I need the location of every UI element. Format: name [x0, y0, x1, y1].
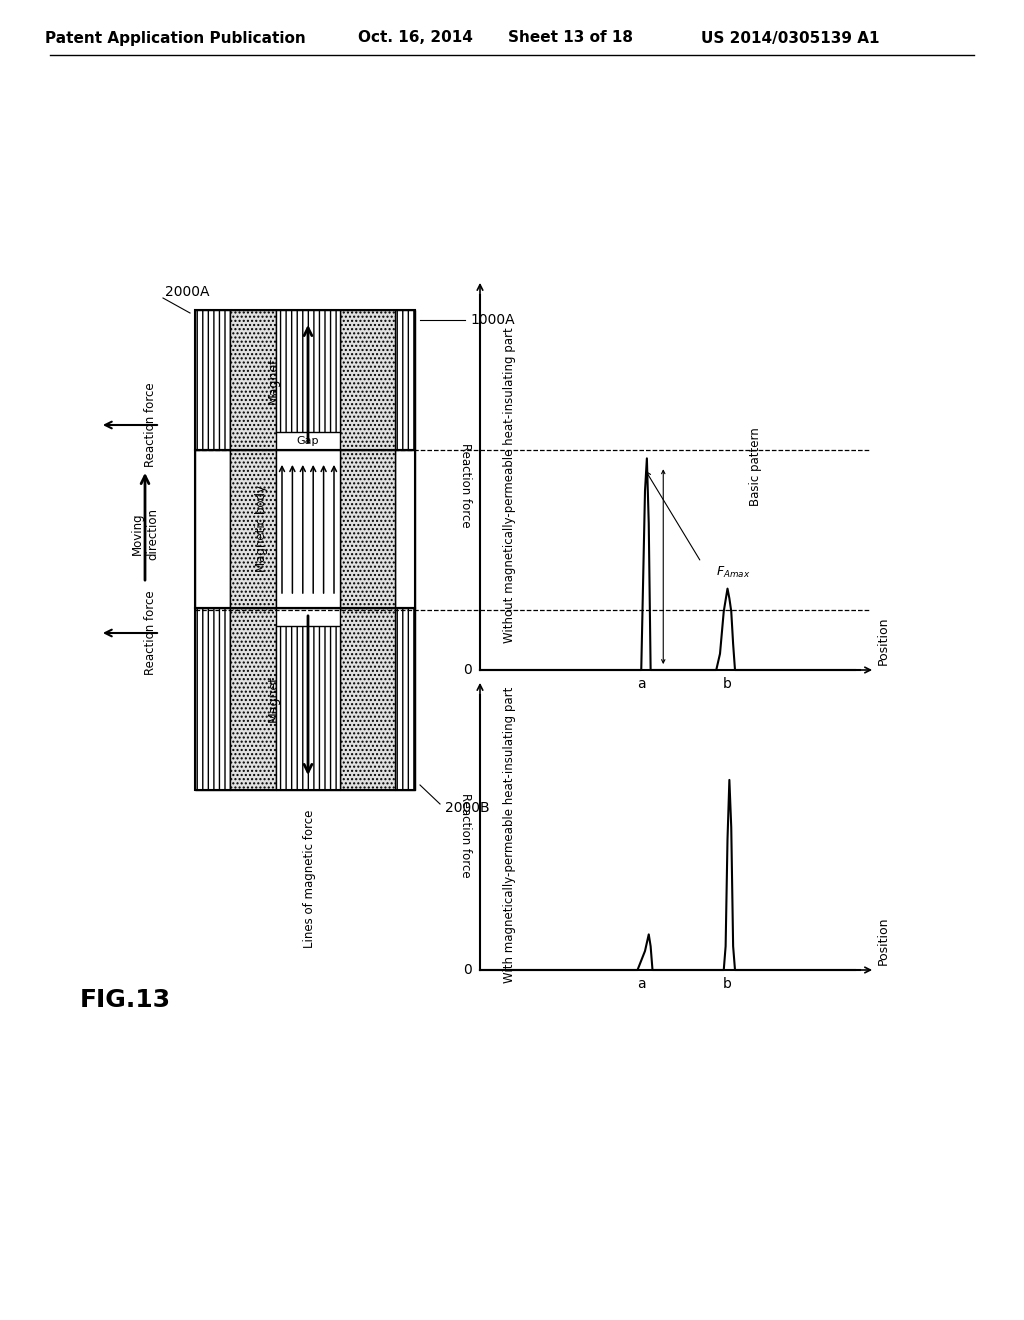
Bar [195, 450, 230, 609]
Text: Magnetic body: Magnetic body [255, 486, 267, 573]
Text: Without magnetically-permeable heat-insulating part: Without magnetically-permeable heat-insu… [504, 327, 516, 643]
Text: a: a [637, 677, 645, 690]
Bar [395, 450, 415, 609]
Text: Position: Position [877, 916, 890, 965]
Text: Sheet 13 of 18: Sheet 13 of 18 [508, 30, 633, 45]
Text: 0: 0 [464, 964, 472, 977]
Bar [276, 626, 340, 789]
Text: a: a [637, 977, 645, 991]
Text: Basic pattern: Basic pattern [749, 428, 762, 506]
Text: b: b [723, 677, 732, 690]
Bar [195, 609, 415, 789]
Text: Gap: Gap [297, 436, 319, 446]
Bar [395, 609, 415, 789]
Text: Position: Position [877, 616, 890, 665]
Text: US 2014/0305139 A1: US 2014/0305139 A1 [700, 30, 880, 45]
Text: Reaction force: Reaction force [144, 590, 157, 676]
Text: Lines of magnetic force: Lines of magnetic force [303, 810, 316, 948]
Bar [340, 609, 395, 789]
Bar [276, 450, 340, 609]
Bar [340, 310, 395, 450]
Text: 0: 0 [464, 663, 472, 677]
Text: 2000A: 2000A [165, 285, 210, 300]
Bar [340, 450, 395, 609]
Text: Oct. 16, 2014: Oct. 16, 2014 [357, 30, 472, 45]
Text: FIG.13: FIG.13 [80, 987, 171, 1012]
Text: Patent Application Publication: Patent Application Publication [45, 30, 305, 45]
Bar [195, 310, 230, 450]
Text: 2000B: 2000B [445, 801, 489, 814]
Text: Reaction force: Reaction force [460, 793, 472, 878]
Bar [276, 310, 340, 432]
Bar [195, 310, 415, 450]
Text: With magnetically-permeable heat-insulating part: With magnetically-permeable heat-insulat… [504, 686, 516, 983]
Text: $F_{Amax}$: $F_{Amax}$ [716, 565, 751, 579]
Text: 1000A: 1000A [470, 313, 515, 327]
Text: Magnet: Magnet [266, 356, 280, 404]
Text: Moving
direction: Moving direction [131, 508, 159, 560]
Text: Magnet: Magnet [266, 676, 280, 722]
Bar [195, 450, 415, 609]
Bar [230, 609, 276, 789]
Text: Reaction force: Reaction force [460, 442, 472, 527]
Bar [395, 310, 415, 450]
Text: Reaction force: Reaction force [144, 383, 157, 467]
Bar [230, 310, 276, 450]
Text: b: b [723, 977, 732, 991]
Bar [195, 609, 230, 789]
Bar [230, 450, 276, 609]
